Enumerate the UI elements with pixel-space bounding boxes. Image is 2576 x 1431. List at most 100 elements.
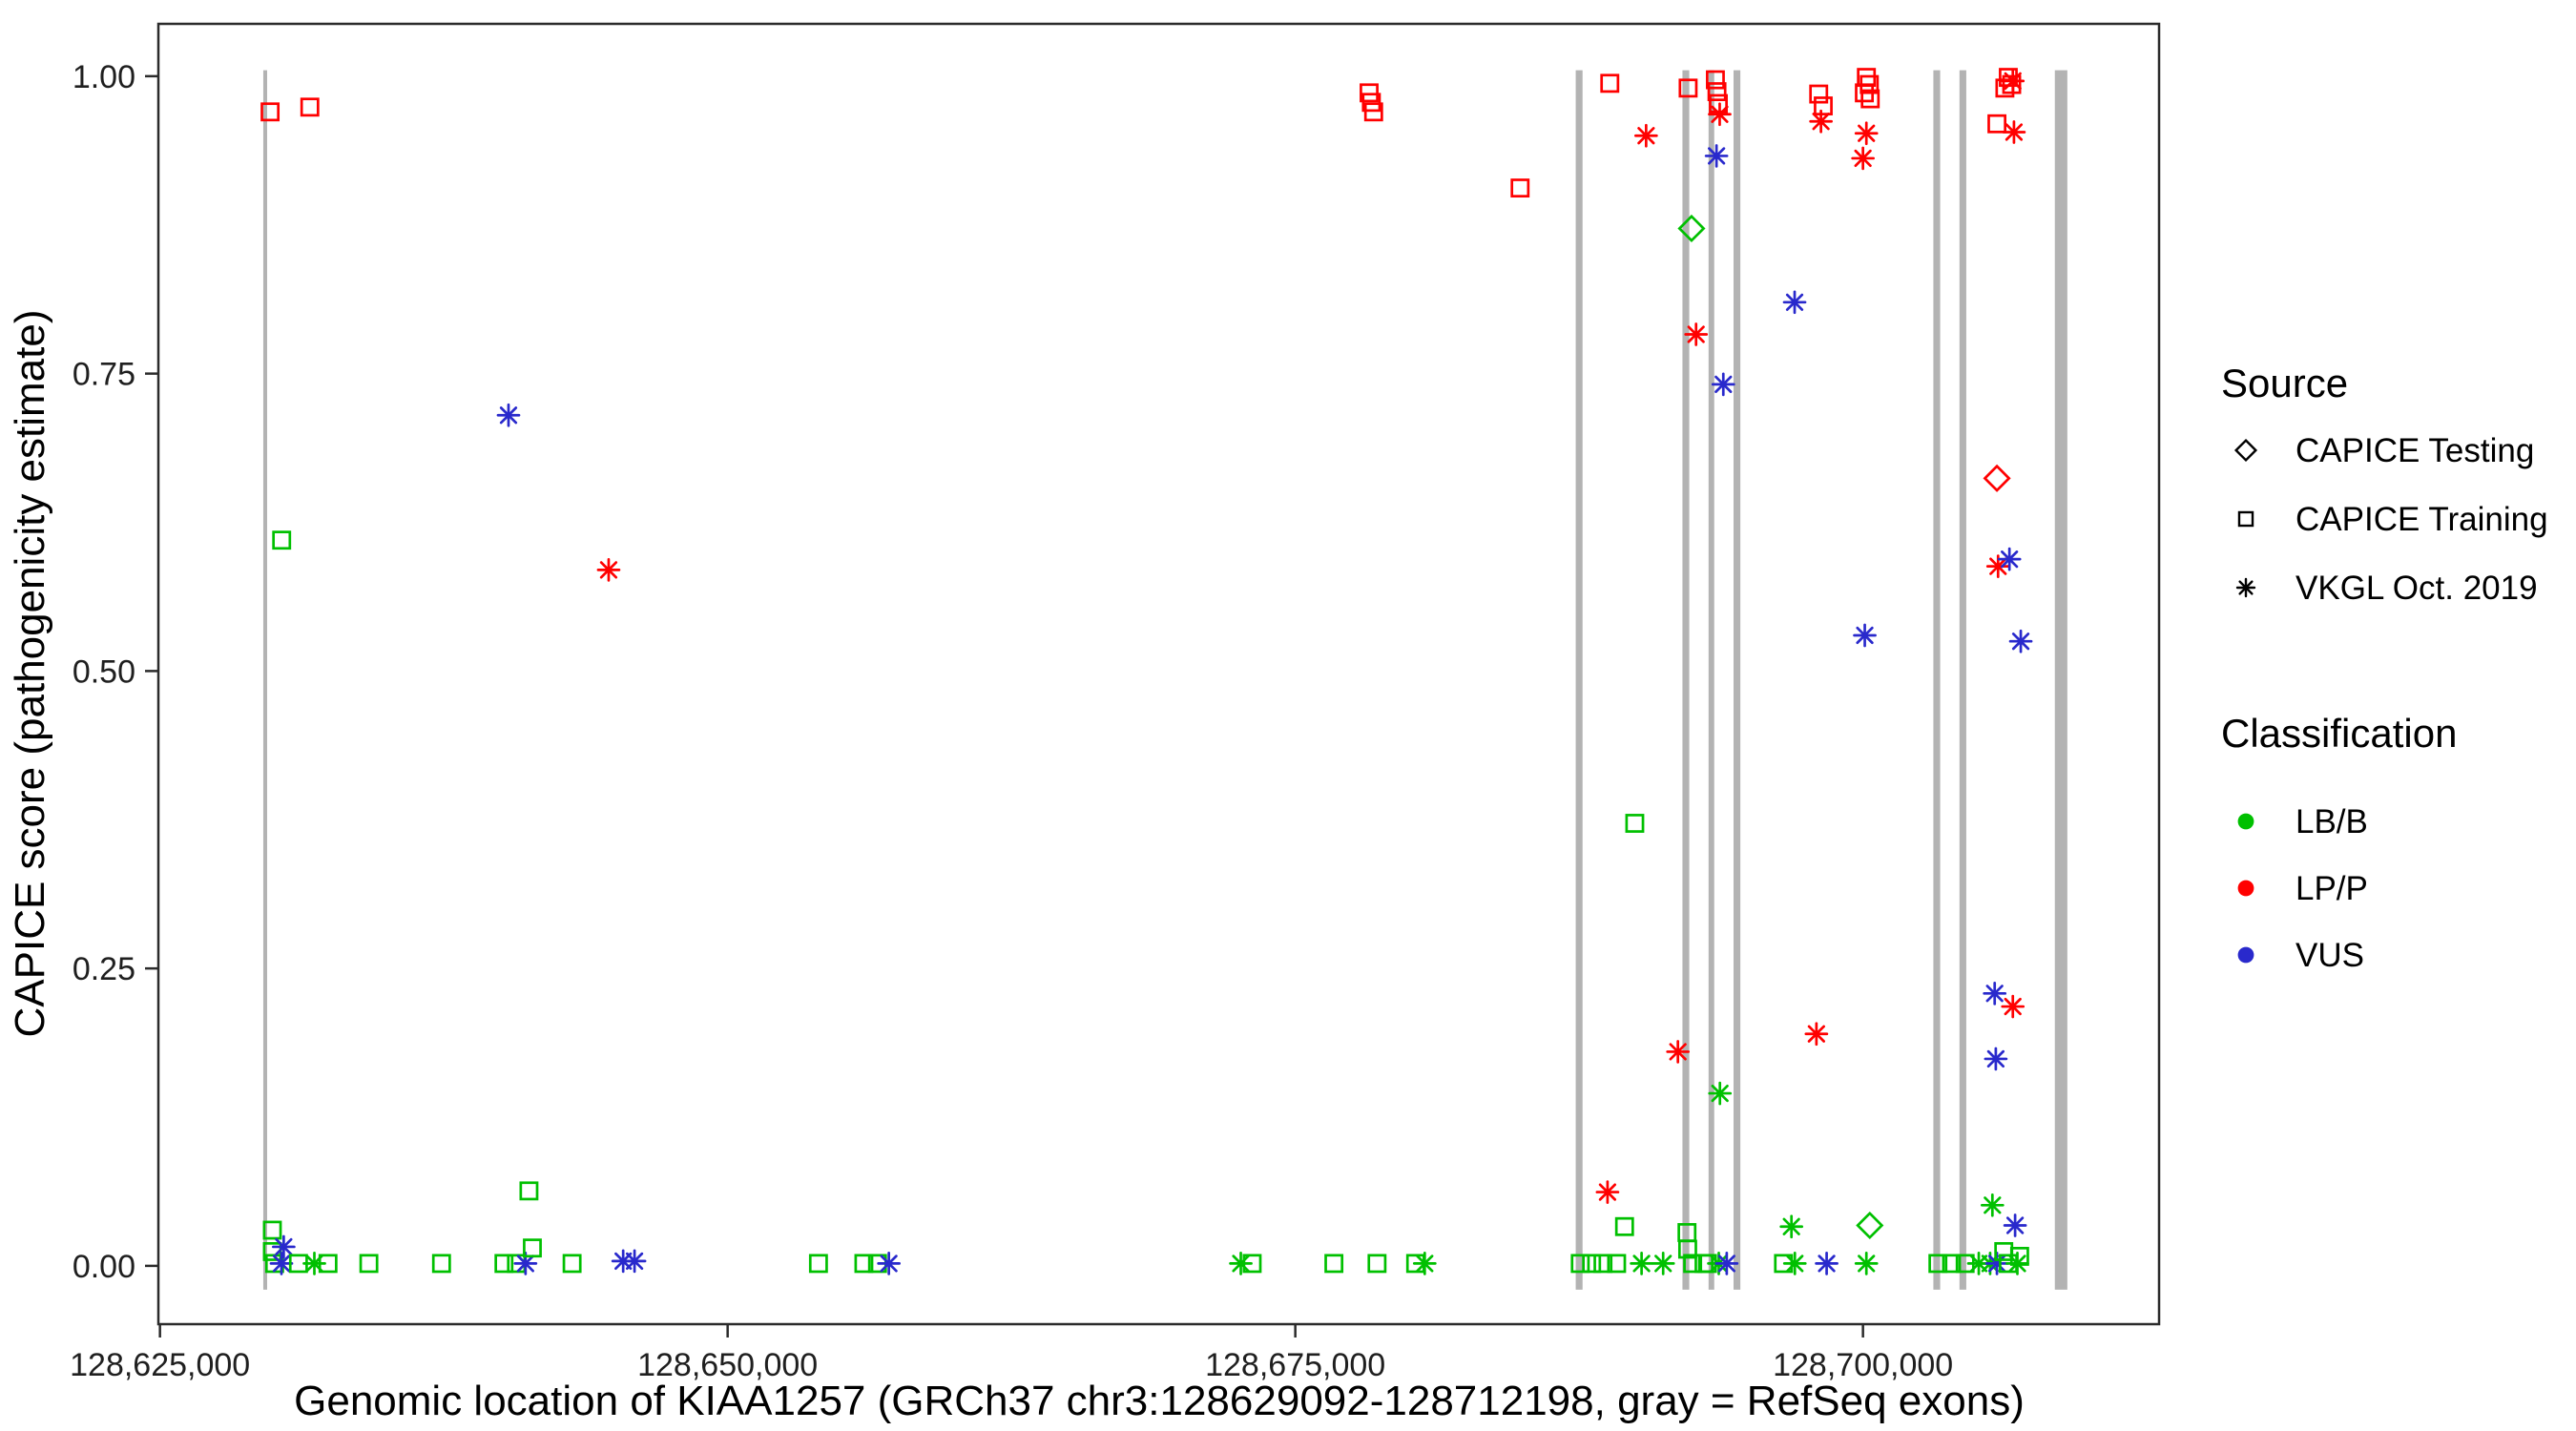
refseq-exon — [1933, 70, 1941, 1290]
legend-classification-title: Classification — [2221, 711, 2457, 756]
data-point — [622, 1249, 647, 1274]
data-point — [1600, 73, 1620, 93]
legend-source-item: CAPICE Testing — [2233, 432, 2534, 469]
x-tick-label: 128,650,000 — [637, 1347, 818, 1383]
legend-source-label: CAPICE Training — [2296, 501, 2548, 538]
legend-classification-items: LB/B LP/P VUS — [2237, 803, 2368, 974]
data-point — [2009, 1246, 2029, 1266]
data-point — [1997, 547, 2022, 571]
data-point — [1854, 121, 1879, 146]
data-point — [2002, 120, 2026, 144]
data-point — [1625, 814, 1645, 833]
legend-source-label: VKGL Oct. 2019 — [2296, 570, 2538, 607]
data-point — [1854, 1252, 1879, 1275]
data-point — [272, 530, 292, 550]
refseq-exon-layer — [262, 70, 2067, 1290]
scatter-points-layer — [260, 68, 2033, 1275]
plot-panel-background — [158, 24, 2159, 1324]
data-point — [1684, 322, 1709, 346]
data-point — [1707, 82, 1727, 102]
data-point — [1678, 78, 1698, 98]
data-point — [1412, 1252, 1437, 1275]
x-tick-label: 128,625,000 — [70, 1347, 250, 1383]
refseq-exon — [1575, 70, 1583, 1290]
y-axis: 0.00 0.25 0.50 0.75 1.00 — [73, 59, 158, 1285]
data-point — [359, 1254, 379, 1274]
data-point — [1630, 1252, 1653, 1275]
data-point — [269, 1252, 294, 1275]
data-point — [1593, 1254, 1613, 1274]
data-point — [1809, 109, 1833, 134]
data-point — [2003, 1213, 2027, 1237]
plot-panel-border — [156, 22, 2161, 1326]
data-point — [513, 1252, 538, 1275]
data-point — [808, 1254, 828, 1274]
legend-source-label: CAPICE Testing — [2296, 432, 2534, 469]
legend-classification-item: LB/B — [2237, 803, 2368, 840]
data-point — [1809, 84, 1829, 104]
data-point — [1782, 1252, 1807, 1275]
data-point — [1706, 70, 1725, 90]
data-point — [1984, 1047, 2008, 1071]
x-axis-title: Genomic location of KIAA1257 (GRCh37 chr… — [294, 1378, 2025, 1424]
legend-classification-label: LP/P — [2296, 870, 2368, 907]
data-point — [1714, 1252, 1739, 1275]
legend-source-title: Source — [2221, 361, 2348, 405]
data-point — [1510, 178, 1530, 198]
legend-classification-label: VUS — [2296, 937, 2364, 974]
legend: Source CAPICE Testing CAPICE Training VKGL… — [2221, 361, 2548, 974]
classification-dot-icon — [2237, 946, 2254, 964]
data-point — [1928, 1254, 1948, 1274]
data-point — [854, 1254, 874, 1274]
data-point — [2008, 629, 2033, 653]
data-point — [1242, 1254, 1262, 1274]
data-point — [431, 1254, 451, 1274]
refseq-exon — [1682, 70, 1690, 1290]
data-point — [260, 102, 280, 122]
data-point — [1582, 1254, 1602, 1274]
legend-source-item: VKGL Oct. 2019 — [2235, 570, 2538, 607]
legend-classification-item: VUS — [2237, 937, 2364, 974]
data-point — [1361, 93, 1381, 113]
data-point — [2001, 69, 2025, 93]
data-point — [1814, 96, 1833, 115]
data-point — [1614, 1216, 1634, 1236]
data-point — [519, 1181, 539, 1201]
classification-dot-icon — [2237, 813, 2254, 830]
data-point — [877, 1252, 901, 1275]
data-point — [1367, 1254, 1387, 1274]
data-point — [1683, 1254, 1703, 1274]
data-point — [1634, 123, 1658, 148]
asterisk-marker-icon — [2235, 577, 2256, 598]
y-tick-label: 0.00 — [73, 1249, 135, 1285]
data-point — [496, 403, 521, 427]
data-point — [1856, 1211, 1884, 1240]
data-point — [1677, 214, 1706, 243]
y-tick-label: 0.50 — [73, 653, 135, 690]
data-point — [1987, 114, 2006, 134]
refseq-exon — [1959, 70, 1966, 1290]
data-point — [262, 1220, 282, 1240]
y-axis-title: CAPICE score (pathogenicity estimate) — [7, 310, 53, 1038]
data-point — [318, 1254, 338, 1274]
refseq-exon — [1708, 70, 1714, 1290]
data-point — [1677, 1239, 1697, 1259]
data-point — [1324, 1254, 1344, 1274]
data-point — [1851, 146, 1876, 171]
legend-source-items: CAPICE Testing CAPICE Training VKGL Oct. 2… — [2233, 432, 2548, 607]
data-point — [1704, 144, 1729, 168]
data-point — [1711, 372, 1735, 397]
data-point — [1651, 1252, 1675, 1275]
data-point — [1942, 1254, 1962, 1274]
legend-classification-label: LB/B — [2296, 803, 2368, 840]
data-point — [1708, 102, 1732, 127]
x-tick-label: 128,675,000 — [1205, 1347, 1385, 1383]
data-point — [1779, 1214, 1804, 1239]
refseq-exon — [262, 70, 268, 1290]
data-point — [1815, 1252, 1839, 1275]
data-point — [596, 558, 621, 582]
square-marker-icon — [2237, 510, 2254, 528]
data-point — [1855, 83, 1875, 103]
